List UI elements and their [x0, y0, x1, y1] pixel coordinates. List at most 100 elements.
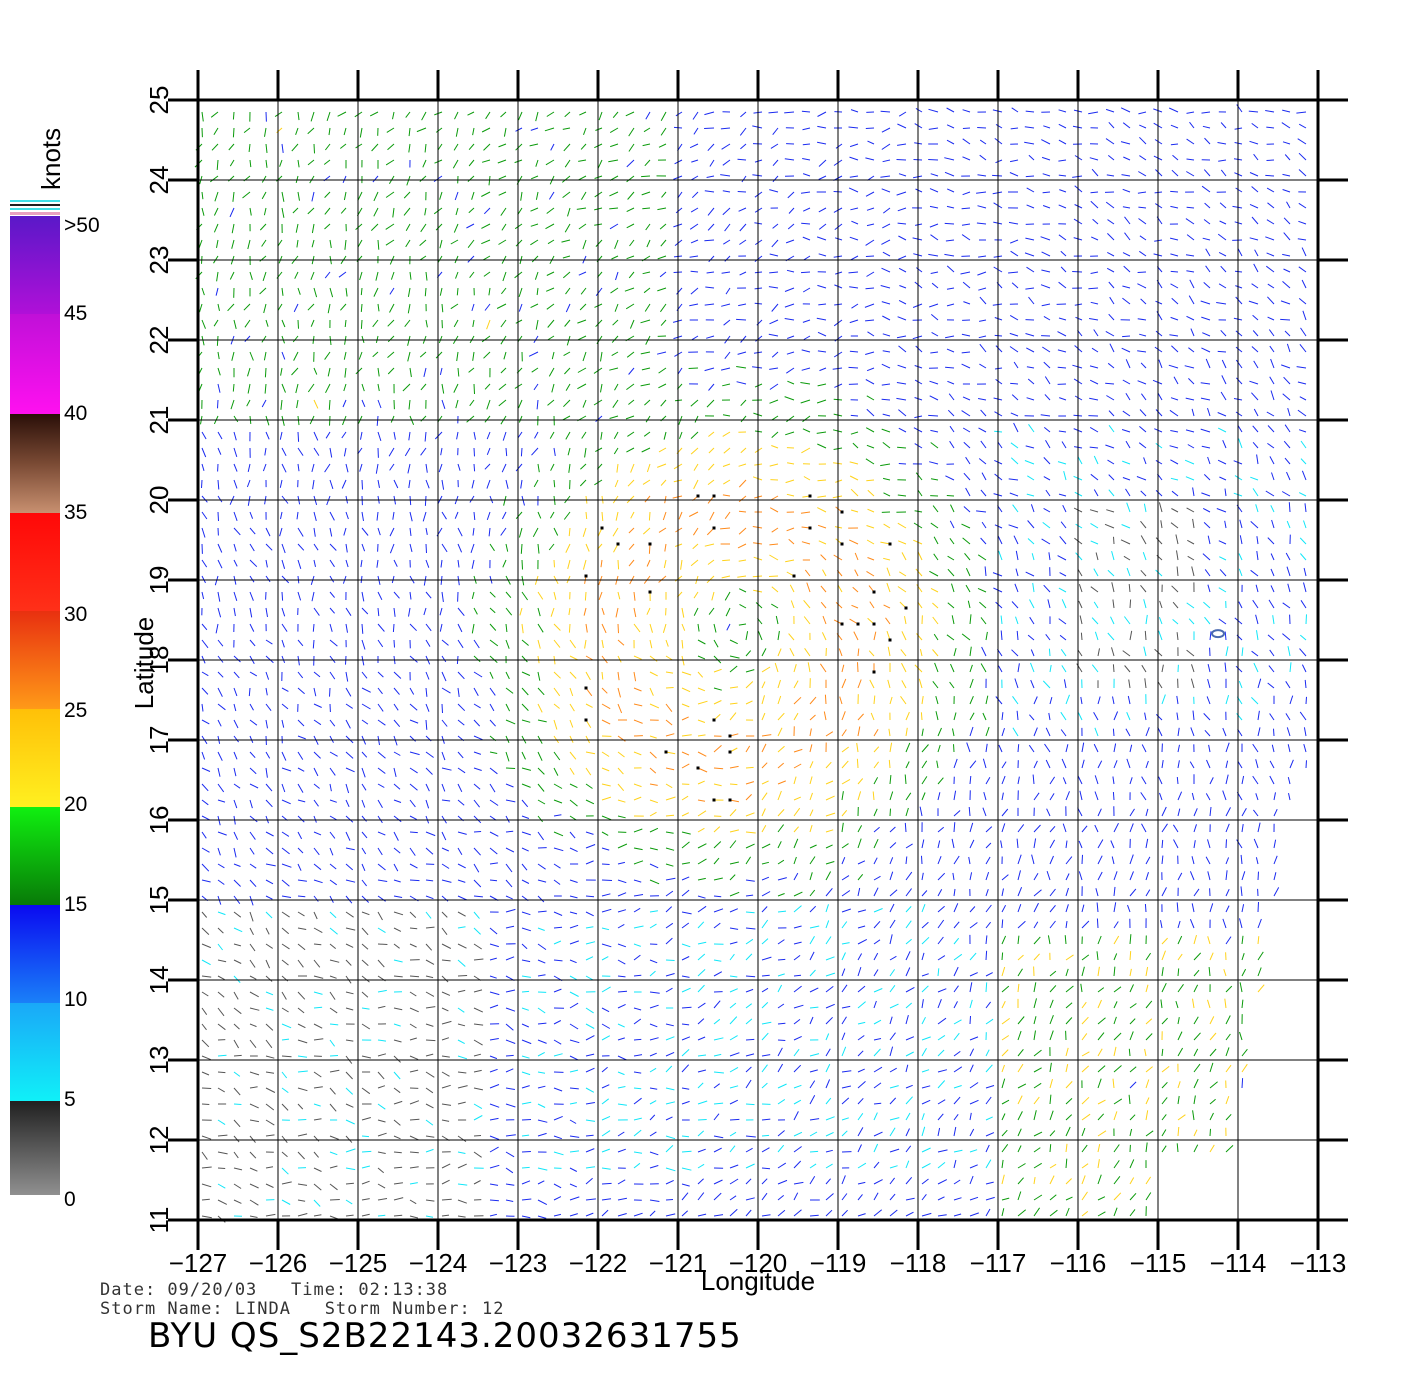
wind-vector: [1029, 616, 1035, 625]
wind-vector: [249, 863, 257, 869]
wind-vector: [377, 927, 386, 934]
wind-vector: [481, 191, 491, 197]
wind-vector: [617, 751, 625, 758]
wind-vector: [233, 431, 237, 441]
wind-vector: [660, 127, 667, 136]
wind-vector: [1204, 202, 1211, 209]
wind-vector: [1124, 216, 1131, 225]
wind-vector: [1113, 1065, 1122, 1073]
wind-vector: [873, 838, 879, 849]
wind-vector: [377, 383, 380, 392]
wind-vector: [1145, 1142, 1148, 1153]
wind-vector: [835, 271, 843, 275]
wind-vector: [457, 975, 468, 977]
wind-vector: [595, 319, 603, 328]
wind-vector: [280, 399, 283, 410]
wind-vector: [455, 207, 459, 216]
wind-vector: [296, 239, 299, 248]
wind-vector: [1190, 678, 1195, 689]
wind-vector: [793, 807, 801, 817]
wind-vector: [439, 191, 443, 200]
wind-vector: [649, 703, 660, 709]
wind-vector: [1155, 330, 1163, 337]
wind-vector: [489, 1068, 498, 1073]
wind-vector: [1252, 330, 1259, 337]
y-tick-label: 25: [144, 86, 174, 115]
wind-vector: [665, 987, 673, 993]
wind-vector: [1049, 825, 1056, 833]
wind-vector: [675, 543, 683, 547]
wind-vector: [1281, 122, 1291, 129]
wind-vector: [213, 223, 219, 233]
wind-vector: [723, 447, 731, 454]
wind-vector: [1065, 1158, 1068, 1169]
wind-vector: [689, 303, 699, 307]
wind-vector: [1081, 854, 1083, 865]
wind-vector: [726, 623, 731, 631]
wind-vector: [617, 623, 619, 634]
wind-vector: [809, 1095, 816, 1105]
wind-vector: [633, 1071, 642, 1074]
wind-vector: [1161, 1145, 1167, 1153]
wind-vector: [307, 127, 315, 135]
wind-vector: [1241, 968, 1247, 977]
wind-vector: [1236, 377, 1243, 385]
wind-vector: [361, 1023, 371, 1030]
wind-vector: [440, 559, 443, 568]
wind-vector: [617, 879, 627, 884]
wind-vector: [1072, 364, 1083, 369]
wind-vector: [377, 895, 386, 902]
longitude-tick-labels: −127 −126 −125 −124 −123 −122 −121 −120 −119 −118…: [169, 1248, 1347, 1278]
wind-vector: [233, 527, 241, 536]
wind-vector: [857, 1021, 866, 1025]
wind-vector: [1209, 1048, 1217, 1057]
wind-vector: [722, 494, 731, 497]
wind-vector: [1010, 442, 1019, 449]
wind-vector: [313, 1118, 322, 1121]
wind-vector: [617, 655, 622, 663]
wind-vector: [1203, 282, 1211, 289]
wind-vector: [281, 1071, 288, 1079]
wind-vector: [297, 415, 300, 426]
wind-vector: [601, 1098, 610, 1105]
colorbar-legend-stripe: [10, 200, 60, 202]
wind-vector: [758, 631, 763, 641]
wind-vector: [852, 586, 859, 593]
wind-vector: [1033, 1194, 1043, 1201]
wind-vector: [944, 222, 955, 225]
wind-vector: [961, 523, 971, 529]
wind-vector: [793, 1084, 802, 1089]
wind-vector: [441, 687, 451, 694]
wind-vector: [249, 831, 256, 840]
wind-vector: [281, 847, 290, 855]
wind-vector: [345, 879, 356, 883]
wind-vector: [649, 1052, 657, 1057]
wind-vector: [1155, 409, 1163, 417]
wind-vector: [473, 831, 482, 833]
wind-vector: [841, 984, 848, 993]
wind-vector: [312, 639, 315, 649]
wind-vector: [393, 719, 401, 728]
wind-vector: [457, 943, 467, 949]
wind-vector: [657, 463, 667, 468]
wind-vector: [905, 843, 913, 849]
wind-vector: [393, 975, 403, 978]
wind-vector: [521, 863, 528, 871]
wind-vector: [361, 1055, 372, 1059]
wind-vector: [889, 1067, 897, 1073]
wind-vector: [217, 1023, 226, 1031]
wind-vector: [1065, 1178, 1072, 1185]
wind-vector: [761, 987, 769, 993]
wind-vector: [345, 559, 349, 568]
wind-vector: [1161, 760, 1164, 769]
wind-vector: [1001, 1113, 1006, 1121]
wind-vector: [505, 1039, 516, 1044]
wind-vector: [937, 955, 946, 961]
wind-vector: [546, 303, 555, 310]
wind-vector: [633, 623, 641, 633]
wind-vector: [569, 975, 577, 981]
wind-vector: [595, 287, 603, 297]
wind-vector: [665, 1101, 676, 1105]
wind-vector: [809, 889, 816, 897]
